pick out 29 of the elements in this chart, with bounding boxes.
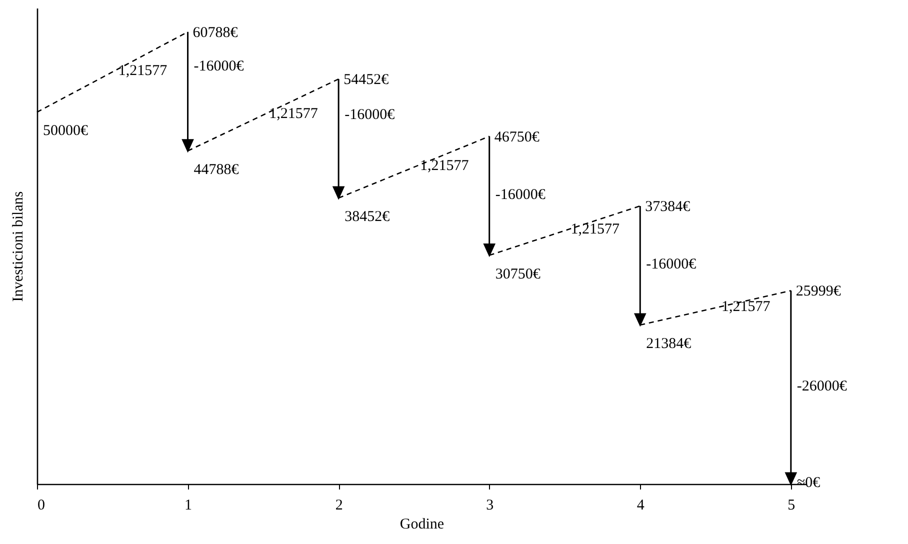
annotation: -16000€: [646, 256, 697, 272]
annotation: 1,21577: [420, 158, 470, 174]
y-axis-title: Investicioni bilans: [10, 191, 26, 302]
x-tick-label: 2: [335, 498, 343, 514]
annotation: 1,21577: [118, 63, 168, 80]
data-label: 37384€: [645, 198, 691, 215]
x-axis-title: Godine: [400, 516, 444, 532]
data-label: 30750€: [495, 266, 541, 282]
annotation: ≈0€: [796, 475, 821, 491]
x-tick-label: 0: [38, 498, 45, 514]
x-tick-label: 5: [788, 498, 796, 514]
x-tick-label: 4: [636, 498, 645, 514]
data-label: 46750€: [494, 129, 540, 146]
data-label: 50000€: [43, 123, 88, 140]
x-tick-label: 1: [184, 498, 192, 514]
data-label: 60788€: [192, 24, 238, 41]
x-tick-label: 3: [486, 498, 494, 514]
data-label: 25999€: [796, 284, 842, 300]
annotation: 1,21577: [722, 298, 771, 315]
data-label: 44788€: [194, 162, 240, 178]
annotation: -16000€: [194, 58, 244, 74]
data-label: 54452€: [344, 72, 390, 88]
annotation: 1,21577: [570, 222, 620, 238]
data-label: 21384€: [646, 336, 692, 352]
annotation: -16000€: [344, 106, 396, 123]
data-label: 38452€: [344, 209, 390, 226]
annotation: 1,21577: [269, 106, 318, 122]
annotation: -26000€: [796, 378, 848, 394]
annotation: -16000€: [495, 186, 546, 203]
